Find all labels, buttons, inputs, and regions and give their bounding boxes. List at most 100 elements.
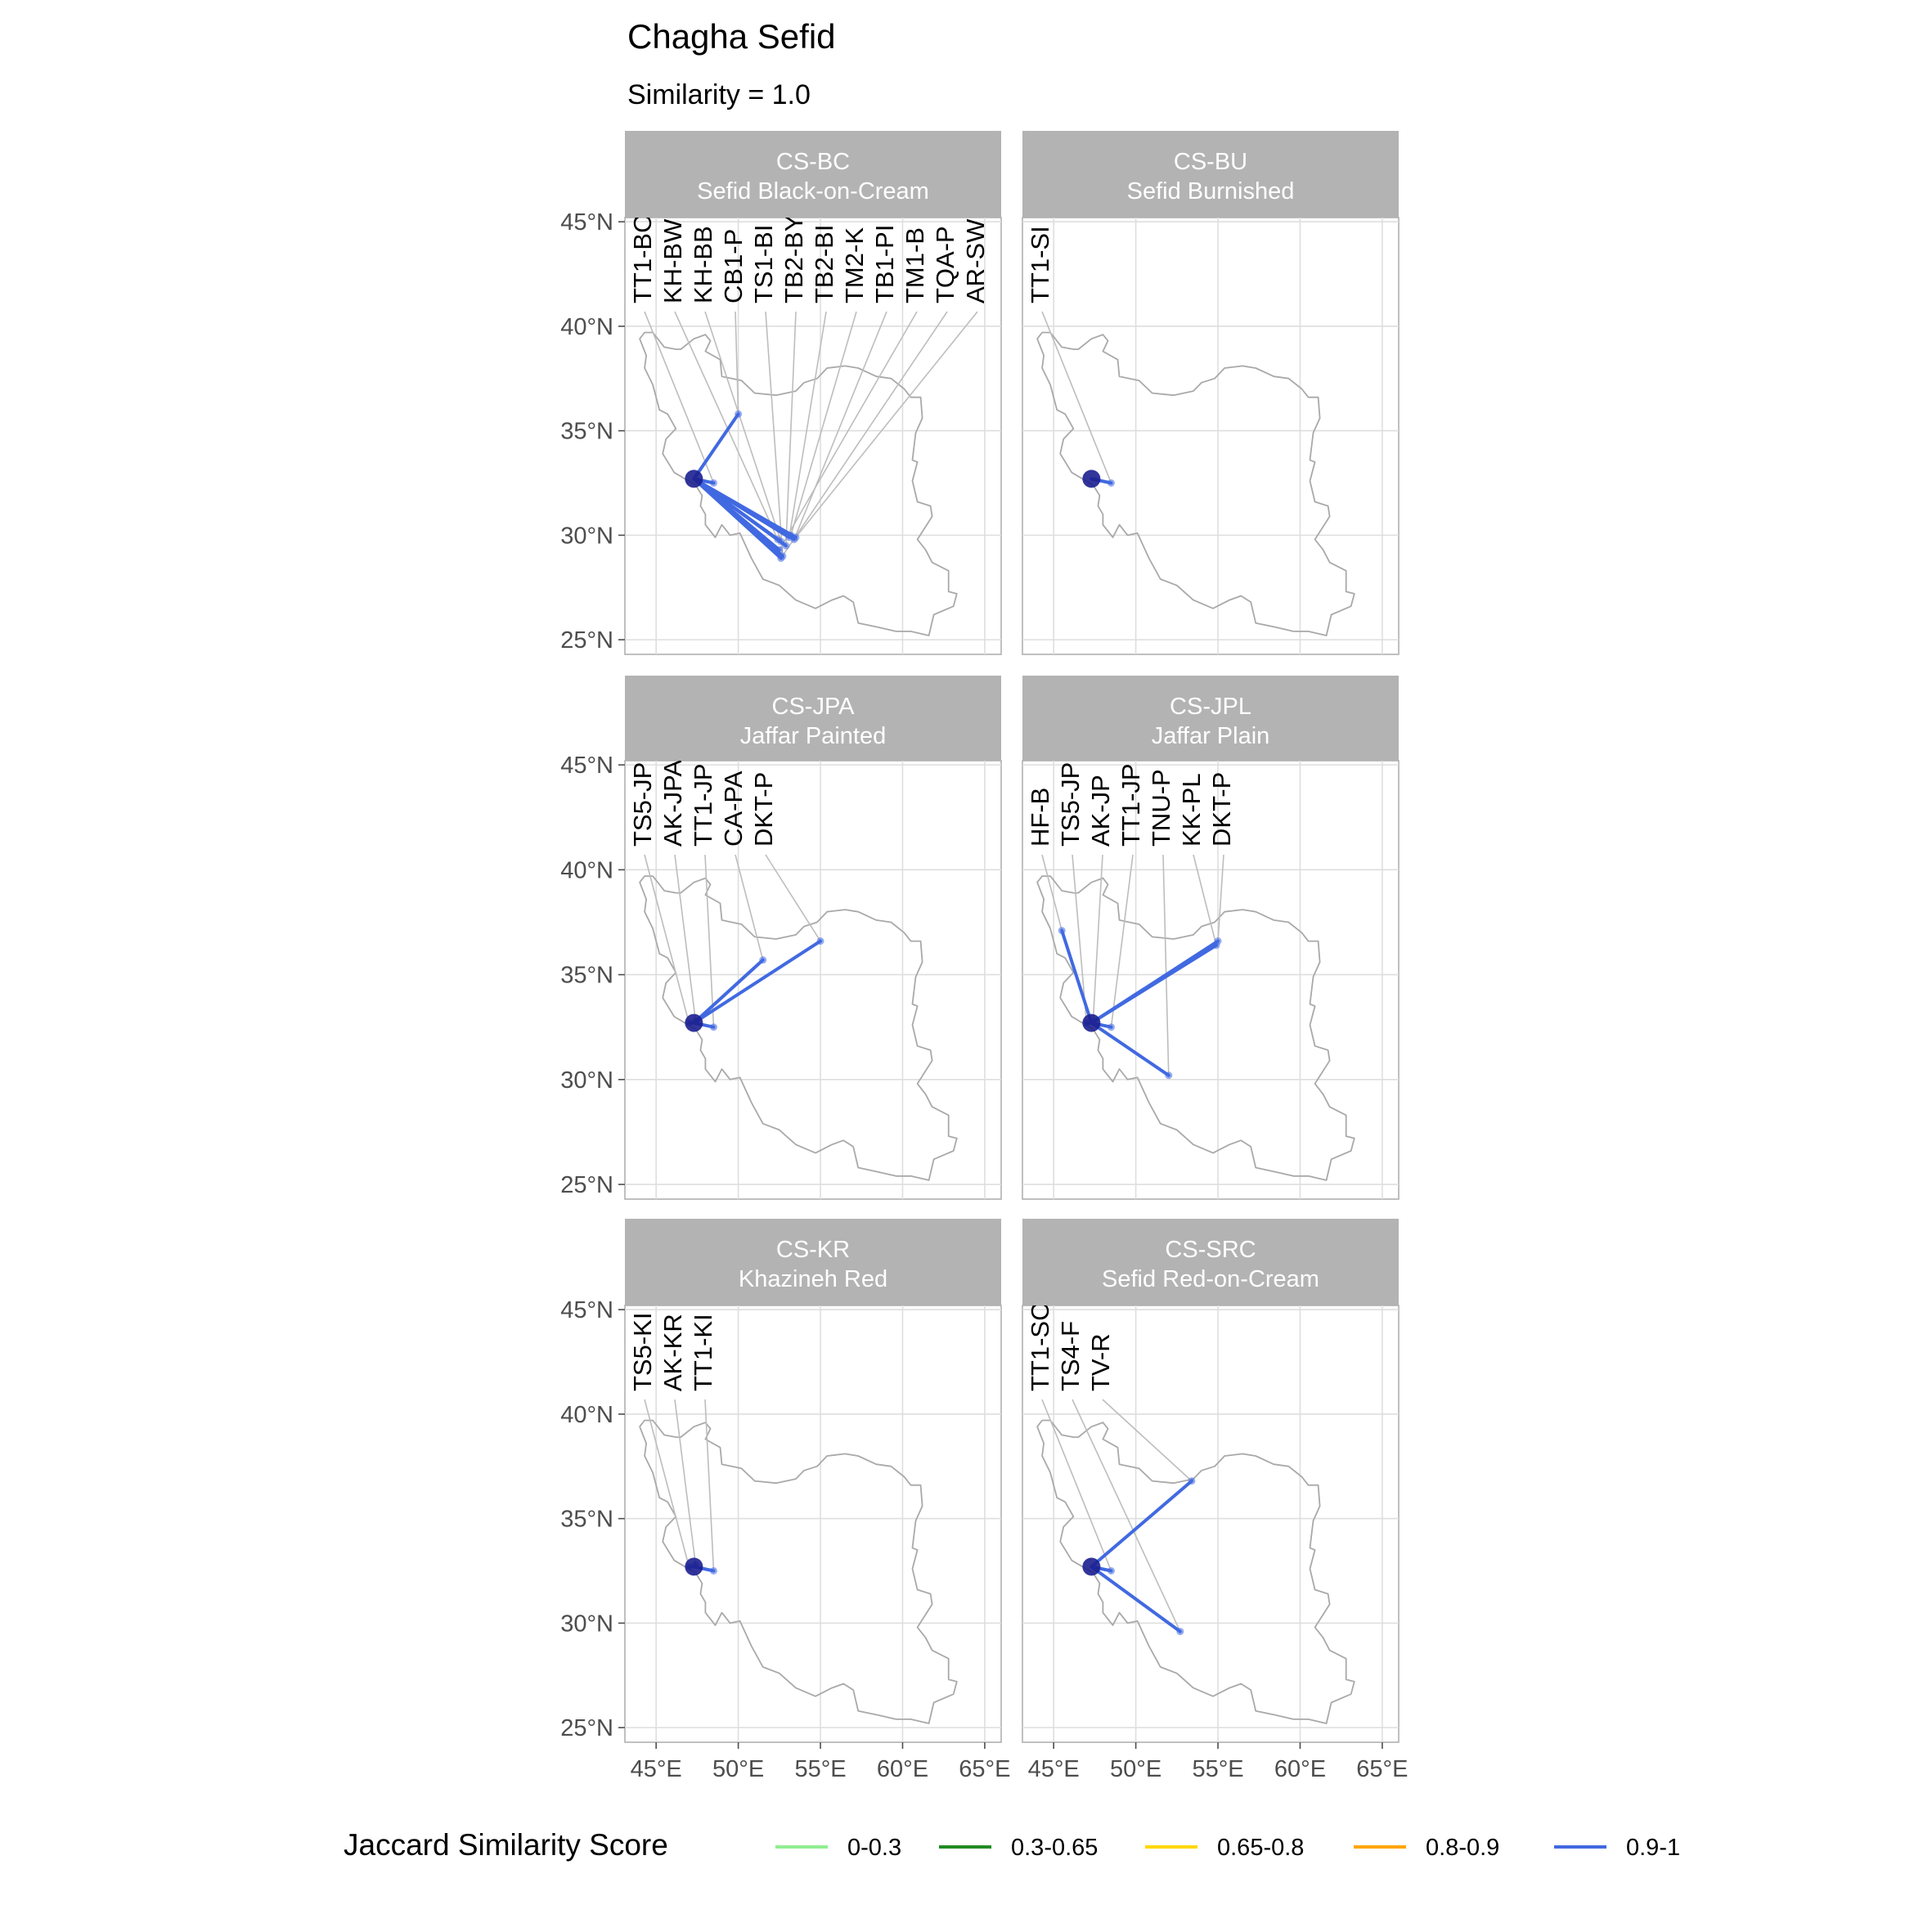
site-point — [775, 546, 784, 554]
site-leader-line — [1102, 1399, 1193, 1482]
strip-code: CS-SRC — [1165, 1237, 1256, 1263]
iran-outline — [1036, 331, 1355, 636]
site-point — [709, 1023, 717, 1031]
connections — [692, 410, 800, 562]
site-leader-line — [1041, 311, 1112, 483]
site-leader-line — [789, 311, 827, 538]
site-label: AR-SW — [961, 218, 990, 303]
site-leader-line — [704, 311, 782, 542]
site-leader-line — [1162, 854, 1170, 1076]
iran-outline — [639, 331, 958, 636]
site-point — [1165, 1072, 1173, 1080]
connection-line — [692, 477, 798, 539]
site-leader-line — [735, 854, 764, 960]
site-leader-line — [644, 1399, 690, 1567]
origin-point — [685, 1557, 703, 1576]
site-label: TB1-PI — [870, 225, 899, 303]
connection-line — [692, 958, 765, 1025]
site-leader-line — [704, 1399, 715, 1571]
origin-point — [1082, 1013, 1101, 1032]
x-tick-label: 45°E — [1028, 1756, 1080, 1782]
connection-line — [1090, 1565, 1182, 1633]
y-tick-label: 30°N — [560, 523, 613, 549]
strip-code: CS-BU — [1174, 149, 1247, 175]
site-leader-line — [644, 854, 690, 1023]
site-label: TQA-P — [931, 226, 959, 303]
site-label: TS5-JP — [628, 762, 657, 847]
origin-point — [1082, 1557, 1101, 1576]
site-label: KH-BW — [658, 218, 687, 303]
strip-cs-jpl — [1022, 676, 1399, 761]
site-label: HF-B — [1026, 788, 1054, 847]
x-tick-label: 55°E — [794, 1756, 846, 1782]
site-point — [1107, 1566, 1115, 1575]
origin-point — [685, 470, 703, 488]
iran-outline — [639, 875, 958, 1181]
site-labels: TT1-SC TS4-F TV-R — [1026, 1305, 1193, 1632]
strip-code: CS-KR — [776, 1237, 850, 1263]
site-label: TB2-BI — [810, 225, 838, 303]
site-leader-line — [704, 854, 715, 1027]
legend-title: Jaccard Similarity Score — [344, 1828, 668, 1862]
site-label: DKT-P — [749, 772, 778, 847]
strip-name: Jaffar Painted — [740, 723, 886, 749]
iran-outline — [639, 1419, 958, 1724]
site-label: AK-KR — [658, 1314, 687, 1391]
site-label: TS1-BI — [749, 225, 778, 303]
site-label: TT1-BC — [628, 215, 657, 304]
site-label: TM1-B — [901, 227, 929, 303]
panel-background — [1022, 760, 1400, 1200]
panel-background — [624, 1305, 1002, 1743]
x-tick-label: 65°E — [1356, 1756, 1408, 1782]
y-tick-label: 45°N — [560, 1297, 613, 1323]
panel-background — [624, 760, 1002, 1200]
site-labels: HF-B TS5-JP AK-JP TT1-JP TNU-P KK-PL DKT-P — [1026, 762, 1236, 1076]
y-tick-label: 25°N — [560, 1715, 613, 1741]
x-tick-label: 45°E — [631, 1756, 682, 1782]
x-tick-label: 55°E — [1192, 1756, 1243, 1782]
legend-label: 0.8-0.9 — [1426, 1835, 1499, 1861]
panel-background — [1022, 1305, 1400, 1743]
connection-line — [692, 939, 823, 1025]
site-labels: TS5-KI AK-KR TT1-KI — [628, 1313, 717, 1571]
plot-subtitle: Similarity = 1.0 — [627, 79, 811, 110]
y-tick-label: 40°N — [560, 314, 613, 340]
iran-outline — [1036, 875, 1355, 1181]
y-tick-label: 25°N — [560, 627, 613, 654]
legend-label: 0.9-1 — [1626, 1835, 1680, 1861]
site-leader-line — [1110, 854, 1134, 1027]
site-leader-line — [795, 311, 978, 538]
site-point — [782, 541, 790, 550]
strip-name: Khazineh Red — [739, 1266, 887, 1292]
site-point — [709, 1566, 717, 1575]
connection-line — [692, 412, 740, 481]
strip-cs-src — [1022, 1219, 1399, 1305]
panel-cs-src: CS-SRC Sefid Red-on-Cream 45°E 50°E 55°E 60°E… — [1022, 1219, 1409, 1782]
connection-line — [1060, 928, 1094, 1025]
y-tick-label: 45°N — [560, 209, 613, 236]
site-leader-line — [765, 854, 821, 941]
strip-name: Sefid Black-on-Cream — [697, 178, 929, 204]
x-tick-label: 60°E — [1274, 1756, 1326, 1782]
site-label: TT1-KI — [689, 1314, 717, 1391]
strip-code: CS-JPL — [1170, 694, 1251, 720]
site-label: TS5-JP — [1056, 762, 1085, 847]
site-leader-line — [1193, 854, 1217, 946]
site-label: KK-PL — [1177, 773, 1206, 847]
strip-code: CS-JPA — [772, 694, 856, 720]
site-label: TNU-P — [1147, 769, 1175, 847]
site-leader-line — [1041, 854, 1063, 931]
site-point — [735, 410, 743, 418]
site-point — [777, 554, 785, 562]
site-label: AK-JP — [1086, 775, 1115, 847]
gridlines — [1022, 761, 1399, 1199]
origin-point — [1082, 470, 1101, 488]
site-label: TT1-JP — [689, 763, 717, 847]
panel-cs-bc: CS-BC Sefid Black-on-Cream 25°N 30°N 35°N 40°… — [560, 131, 1002, 655]
facet-panels: CS-BC Sefid Black-on-Cream 25°N 30°N 35°N 40°… — [560, 131, 1409, 1782]
panel-background — [624, 217, 1002, 655]
panel-cs-jpl: CS-JPL Jaffar Plain HF-B TS5-JP AK-JP TT1-JP T… — [1022, 676, 1400, 1200]
connection-line — [1090, 1479, 1193, 1569]
strip-name: Jaffar Plain — [1152, 723, 1270, 749]
